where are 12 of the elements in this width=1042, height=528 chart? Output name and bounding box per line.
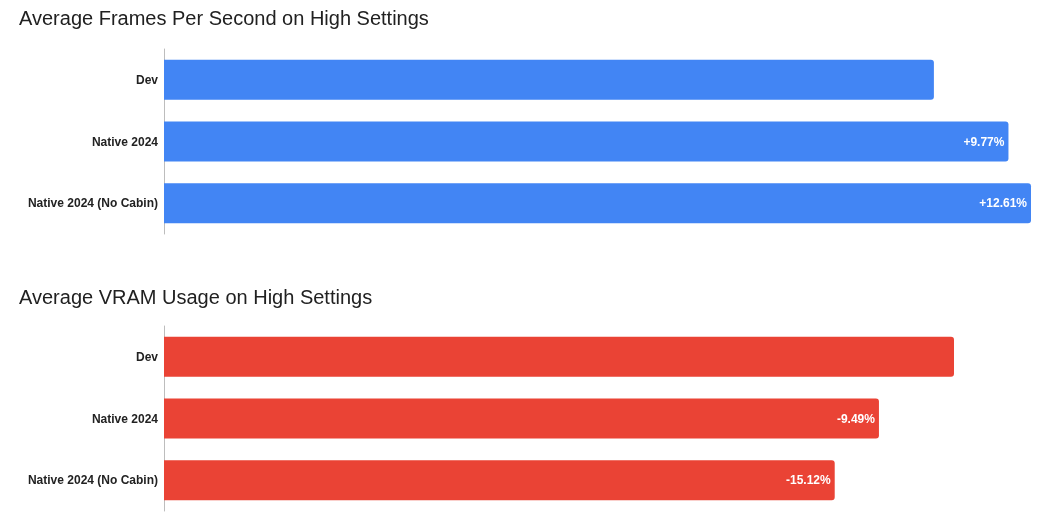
y-tick-label: Dev — [135, 72, 159, 87]
y-tick-label: Native 2024 (No Cabin) — [27, 196, 158, 211]
y-tick-label: Native 2024 (No Cabin) — [27, 473, 158, 488]
chart-title: Average VRAM Usage on High Settings — [19, 286, 373, 308]
y-tick-label: Native 2024 — [91, 411, 159, 426]
annotation: +9.77% — [963, 134, 1005, 149]
chart-title: Average Frames Per Second on High Settings — [19, 7, 429, 29]
annotation: +12.61% — [979, 196, 1028, 211]
annotation: -9.49% — [836, 411, 876, 426]
y-tick-label: Native 2024 — [91, 134, 159, 149]
y-tick-label: Dev — [135, 349, 159, 364]
annotation: -15.12% — [786, 473, 832, 488]
